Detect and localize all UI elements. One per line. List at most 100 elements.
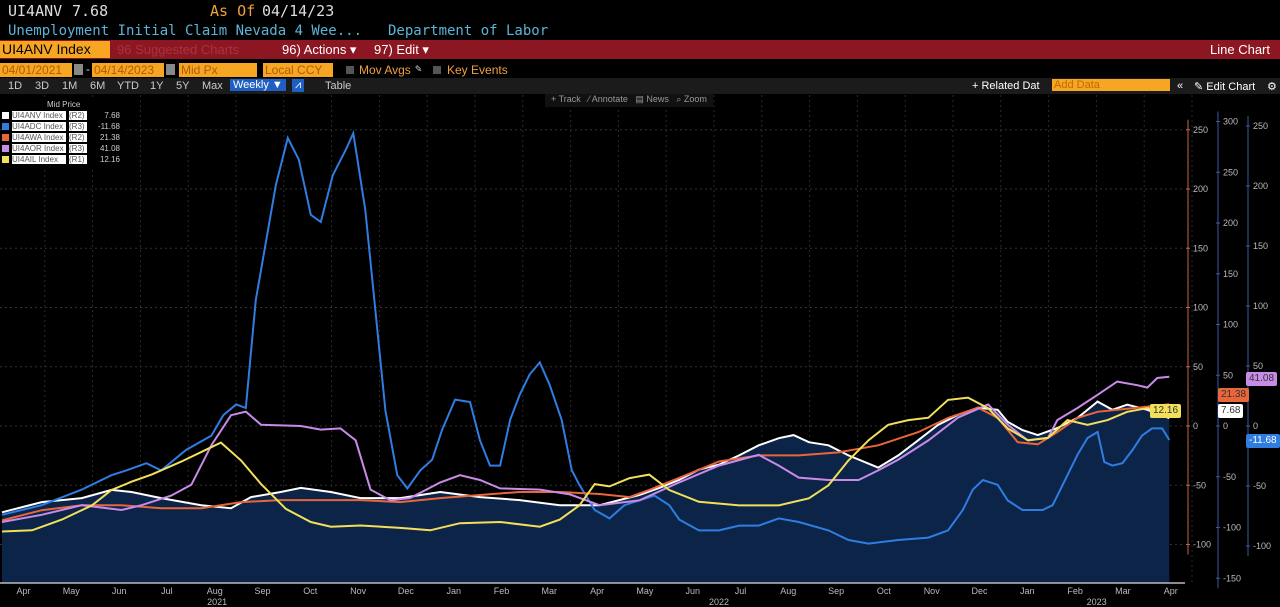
legend-value: 41.08: [99, 144, 120, 153]
chart-style-icon[interactable]: ⩘: [292, 79, 305, 92]
track-tool[interactable]: + Track: [551, 94, 581, 104]
legend-item[interactable]: UI4AOR Index (R3) 41.08: [2, 143, 126, 154]
y-tick-label: 200: [1253, 181, 1268, 191]
frequency-select[interactable]: Weekly ▼: [230, 79, 286, 91]
pencil-icon[interactable]: ✎: [415, 62, 422, 75]
year-label: 2022: [709, 597, 729, 607]
legend-series-name: UI4ANV Index: [12, 111, 66, 120]
legend-axis: (R3): [69, 144, 87, 153]
year-label: 2021: [207, 597, 227, 607]
x-tick-label: Feb: [494, 586, 510, 596]
y-tick-label: 200: [1193, 184, 1208, 194]
period-max[interactable]: Max: [202, 80, 223, 92]
y-tick-label: -50: [1223, 472, 1236, 482]
series-line-ui4ail: [1, 396, 1170, 533]
y-tick-label: 250: [1223, 167, 1238, 177]
edit-chart-button[interactable]: ✎ Edit Chart: [1194, 81, 1256, 93]
y-tick-label: -50: [1193, 480, 1206, 490]
ticker: UI4ANV: [8, 2, 63, 20]
x-tick-label: Sep: [828, 586, 844, 596]
last-value-tag: 21.38: [1218, 388, 1250, 402]
key-events-checkbox[interactable]: [433, 66, 441, 74]
annotate-tool[interactable]: ⁄ Annotate: [588, 94, 628, 104]
legend-axis: (R2): [69, 133, 87, 142]
date-dash: -: [86, 62, 90, 76]
y-tick-label: -150: [1223, 573, 1241, 583]
y-tick-label: 150: [1253, 241, 1268, 251]
zoom-tool[interactable]: ⌕ Zoom: [676, 94, 707, 104]
chart-type-label[interactable]: Line Chart: [1210, 42, 1270, 57]
actions-menu[interactable]: 96) Actions ▾: [282, 42, 357, 57]
legend-swatch: [2, 156, 9, 163]
news-tool[interactable]: ▤ News: [635, 94, 669, 104]
y-tick-label: 100: [1223, 320, 1238, 330]
x-tick-label: Dec: [398, 586, 415, 596]
collapse-icon[interactable]: «: [1177, 80, 1184, 92]
as-of-date: 04/14/23: [262, 2, 335, 20]
y-tick-label: 50: [1253, 361, 1263, 371]
y-tick-label: -50: [1253, 481, 1266, 491]
last-value-tag: 41.08: [1246, 372, 1278, 386]
x-tick-label: Apr: [590, 586, 604, 596]
y-tick-label: 150: [1193, 243, 1208, 253]
add-data-input[interactable]: Add Data: [1052, 79, 1170, 91]
last-value-tag: 7.68: [1218, 404, 1244, 418]
x-tick-label: Nov: [350, 586, 367, 596]
gear-icon[interactable]: ⚙: [1267, 81, 1277, 93]
price-field-select[interactable]: Mid Px: [179, 63, 257, 77]
suggested-charts-button[interactable]: 96 Suggested Charts: [117, 42, 240, 57]
legend-axis: (R1): [69, 155, 87, 164]
x-tick-label: Mar: [1115, 586, 1131, 596]
y-tick-label: -100: [1223, 523, 1241, 533]
start-date-input[interactable]: 04/01/2021: [0, 63, 72, 77]
y-tick-label: 300: [1223, 117, 1238, 127]
mov-avgs-label[interactable]: Mov Avgs: [359, 63, 411, 77]
legend-value: -11.68: [97, 122, 120, 131]
edit-chart-label: Edit Chart: [1206, 81, 1256, 93]
period-1m[interactable]: 1M: [62, 80, 78, 92]
x-tick-label: May: [63, 586, 81, 596]
key-events-label[interactable]: Key Events: [447, 63, 508, 77]
period-6m[interactable]: 6M: [90, 80, 106, 92]
security-input[interactable]: UI4ANV Index: [0, 41, 110, 58]
period-5y[interactable]: 5Y: [176, 80, 190, 92]
y-tick-label: 50: [1193, 362, 1203, 372]
x-tick-label: Dec: [972, 586, 989, 596]
legend-item[interactable]: UI4AWA Index (R2) 21.38: [2, 132, 126, 143]
y-tick-label: 100: [1193, 303, 1208, 313]
calendar-icon[interactable]: [74, 64, 83, 75]
y-tick-label: 100: [1253, 301, 1268, 311]
series-line-ui4adc: [1, 129, 1171, 545]
related-data-button[interactable]: + Related Dat: [972, 80, 1040, 92]
x-tick-label: Jan: [446, 586, 461, 596]
x-tick-label: Sep: [255, 586, 271, 596]
legend-series-name: UI4ADC Index: [12, 122, 66, 131]
y-tick-label: 50: [1223, 370, 1233, 380]
calendar-icon[interactable]: [166, 64, 175, 75]
line-chart[interactable]: Apr May Jun Jul Aug Sep Oct Nov Dec Jan Feb Mar Apr M…: [0, 94, 1280, 607]
end-date-input[interactable]: 04/14/2023: [92, 63, 164, 77]
series-area-ui4anv: [2, 401, 1170, 583]
table-button[interactable]: Table: [325, 80, 352, 92]
legend-item[interactable]: UI4ANV Index (R2) 7.68: [2, 110, 126, 121]
x-tick-label: Oct: [303, 586, 318, 596]
y-tick-label: 250: [1253, 121, 1268, 131]
currency-select[interactable]: Local CCY: [263, 63, 333, 77]
legend-series-name: UI4AOR Index: [12, 144, 66, 153]
mov-avgs-checkbox[interactable]: [346, 66, 354, 74]
y-tick-label: 250: [1193, 125, 1208, 135]
edit-menu[interactable]: 97) Edit ▾: [374, 42, 429, 57]
y-tick-label: 0: [1253, 421, 1258, 431]
period-1d[interactable]: 1D: [8, 80, 23, 92]
legend-item[interactable]: UI4AIL Index (R1) 12.16: [2, 154, 126, 165]
x-tick-label: Jun: [685, 586, 700, 596]
x-tick-label: Feb: [1067, 586, 1083, 596]
period-ytd[interactable]: YTD: [117, 80, 139, 92]
x-tick-label: Nov: [924, 586, 941, 596]
legend-item[interactable]: UI4ADC Index (R3) -11.68: [2, 121, 126, 132]
period-3d[interactable]: 3D: [35, 80, 50, 92]
period-1y[interactable]: 1Y: [150, 80, 164, 92]
series-line-ui4awa: [1, 403, 1170, 522]
x-tick-label: Jan: [1020, 586, 1035, 596]
legend-swatch: [2, 134, 9, 141]
